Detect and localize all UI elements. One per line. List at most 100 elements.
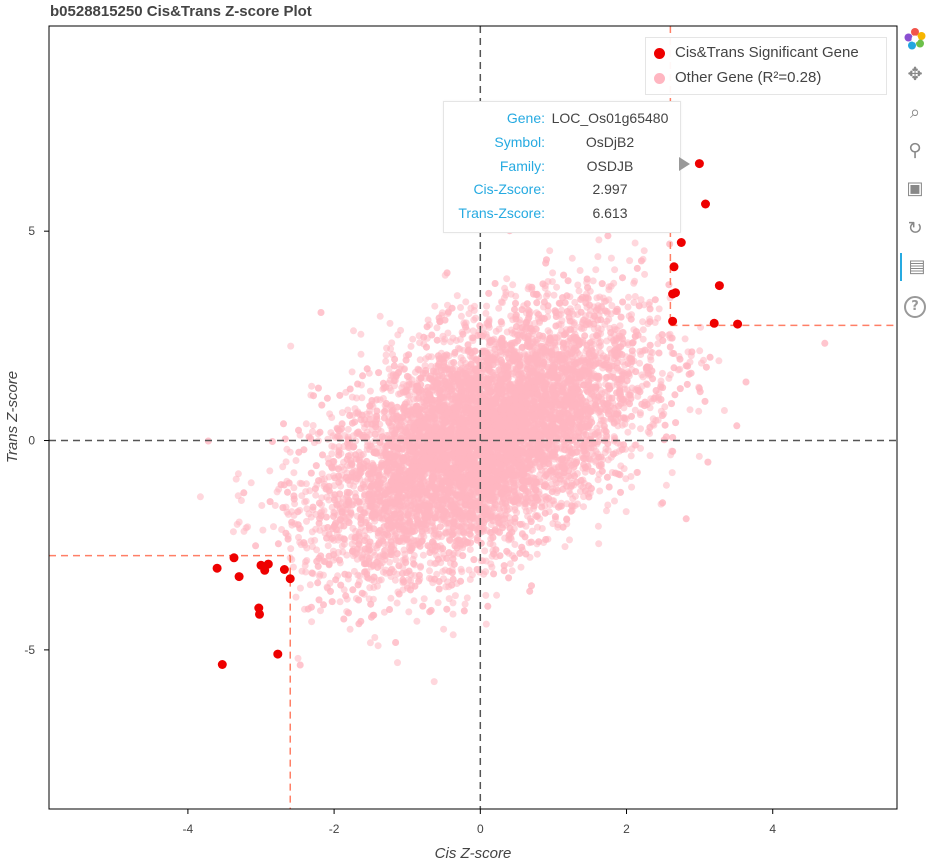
other-gene-point: [600, 298, 608, 305]
other-gene-point: [266, 467, 274, 475]
other-gene-point: [618, 421, 626, 429]
other-gene-point: [308, 618, 316, 626]
other-gene-point: [309, 422, 317, 429]
other-gene-point: [294, 654, 302, 662]
other-gene-point: [439, 332, 447, 340]
other-gene-point: [422, 355, 430, 363]
other-gene-point: [480, 570, 488, 578]
other-gene-point: [289, 563, 297, 571]
other-gene-point: [668, 469, 676, 477]
other-gene-point: [434, 599, 442, 607]
other-gene-point: [696, 347, 704, 355]
other-gene-point: [449, 631, 457, 639]
other-gene-point: [382, 357, 390, 365]
other-gene-point: [637, 425, 644, 433]
other-gene-point: [503, 275, 511, 283]
other-gene-point: [433, 324, 441, 332]
other-gene-point: [661, 403, 669, 411]
other-gene-point: [296, 584, 304, 592]
other-gene-point: [654, 314, 662, 322]
other-gene-point: [639, 326, 647, 334]
other-gene-point: [386, 319, 394, 327]
other-gene-point: [416, 356, 424, 364]
other-gene-point: [466, 546, 474, 553]
other-gene-point: [538, 525, 546, 532]
other-gene-point: [482, 620, 490, 628]
other-gene-point: [608, 302, 616, 310]
other-gene-point: [271, 502, 279, 509]
other-gene-point: [546, 329, 554, 337]
other-gene-point: [430, 678, 438, 686]
other-gene-point: [628, 483, 636, 491]
other-gene-point: [444, 329, 452, 337]
other-gene-point: [353, 394, 360, 402]
other-gene-point: [366, 639, 374, 647]
other-gene-point: [354, 571, 362, 579]
other-gene-point: [622, 508, 630, 516]
other-gene-point: [658, 369, 666, 377]
other-gene-point: [196, 493, 204, 501]
other-gene-point: [440, 625, 448, 633]
other-gene-point: [259, 526, 267, 534]
other-gene-point: [695, 452, 703, 460]
other-gene-point: [631, 293, 639, 300]
other-gene-point: [594, 476, 602, 484]
other-gene-point: [607, 254, 615, 262]
other-gene-point: [377, 576, 385, 584]
other-gene-point: [466, 576, 474, 583]
other-gene-point: [561, 543, 569, 551]
other-gene-point: [449, 334, 457, 342]
other-gene-point: [625, 293, 632, 301]
other-gene-point: [558, 306, 565, 314]
other-gene-point: [655, 305, 663, 313]
other-gene-point: [431, 302, 439, 310]
other-gene-point: [440, 338, 448, 346]
other-gene-point: [393, 570, 401, 578]
other-gene-point: [303, 517, 310, 525]
other-gene-point: [461, 600, 469, 608]
other-gene-point: [611, 266, 619, 274]
other-gene-point: [247, 479, 255, 487]
other-gene-point: [462, 298, 470, 306]
other-gene-point: [604, 501, 612, 509]
other-gene-point: [568, 254, 576, 262]
other-gene-point: [642, 346, 650, 354]
other-gene-point: [346, 625, 354, 633]
other-gene-point: [533, 550, 541, 558]
other-gene-point: [610, 433, 618, 441]
other-gene-point: [571, 492, 579, 500]
other-gene-point: [641, 270, 649, 278]
other-gene-point: [419, 551, 427, 559]
other-gene-point: [407, 342, 415, 350]
other-gene-point: [391, 576, 399, 584]
other-gene-point: [628, 422, 636, 430]
other-gene-point: [654, 340, 662, 348]
other-gene-point: [237, 497, 245, 504]
other-gene-point: [470, 316, 478, 324]
other-gene-point: [393, 599, 401, 607]
other-gene-point: [646, 452, 654, 460]
other-gene-point: [453, 292, 461, 300]
other-gene-point: [394, 659, 401, 667]
other-gene-point: [309, 428, 316, 436]
other-gene-point: [544, 307, 552, 315]
other-gene-point: [413, 617, 421, 625]
other-gene-point: [465, 566, 473, 574]
other-gene-point: [631, 406, 639, 414]
other-gene-point: [302, 420, 310, 428]
other-gene-point: [338, 409, 346, 417]
other-gene-point: [493, 591, 501, 599]
other-gene-point: [596, 487, 604, 495]
other-gene-point: [374, 642, 382, 650]
other-gene-point: [392, 556, 400, 564]
other-gene-point: [566, 536, 573, 544]
other-gene-point: [508, 567, 516, 575]
other-gene-point: [426, 567, 433, 575]
other-gene-point: [626, 257, 634, 265]
other-gene-point: [506, 560, 514, 568]
other-gene-point: [409, 335, 417, 343]
other-gene-point: [317, 607, 324, 615]
other-gene-point: [387, 594, 395, 602]
other-gene-point: [457, 312, 465, 320]
